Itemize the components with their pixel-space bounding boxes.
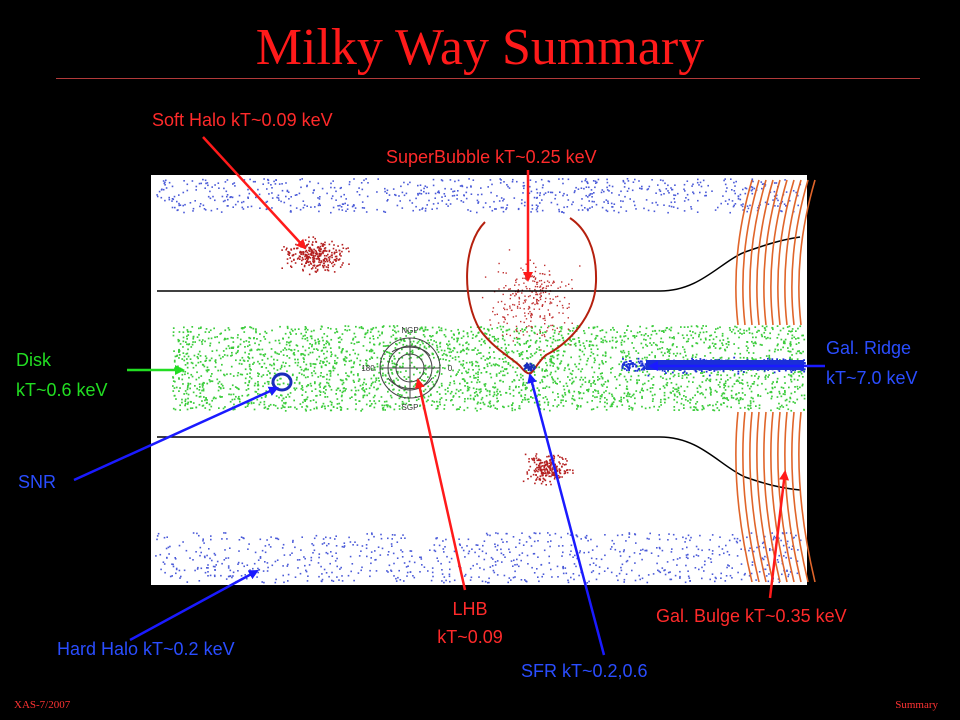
- label-snr: SNR: [18, 472, 57, 492]
- label-disk-2: kT~0.6 keV: [16, 380, 108, 400]
- snr-blob: [271, 372, 293, 392]
- page-title: Milky Way Summary: [255, 19, 705, 76]
- footer-right: Summary: [895, 699, 938, 711]
- label-lhb-1: LHB: [452, 599, 488, 619]
- label-sfr: SFR kT~0.2,0.6: [521, 661, 648, 681]
- inset-ngp: NGP: [401, 326, 418, 335]
- arrow-lhb: [414, 378, 467, 591]
- label-hard-halo: Hard Halo kT~0.2 keV: [57, 639, 235, 659]
- arrow-soft-halo: [202, 136, 307, 250]
- inset-180: 180: [361, 364, 375, 373]
- label-gal-ridge-1: Gal. Ridge: [826, 338, 912, 358]
- label-lhb-2: kT~0.09: [437, 627, 503, 647]
- superbubble-dots: [481, 249, 581, 351]
- arrow-sfr: [527, 373, 606, 656]
- hard-halo-bottom-dots: [155, 532, 802, 584]
- footer-left: XAS-7/2007: [14, 699, 71, 711]
- label-gal-ridge-2: kT~7.0 keV: [826, 368, 918, 388]
- label-disk-1: Disk: [16, 350, 51, 370]
- arrow-snr: [73, 386, 279, 482]
- arrow-gal-bulge: [768, 470, 790, 599]
- superbubble-outline: [466, 217, 598, 375]
- inset-0: 0: [448, 364, 453, 373]
- lower-halo-boundary: [157, 436, 801, 491]
- title-divider: [56, 78, 920, 79]
- sfr-dots: [523, 362, 536, 372]
- soft-halo-lower-dots: [522, 453, 574, 486]
- label-superbubble: SuperBubble kT~0.25 keV: [386, 147, 597, 167]
- bulge-arcs: [735, 179, 816, 583]
- soft-halo-dots: [281, 236, 350, 276]
- inset-sgp: SGP: [402, 403, 419, 412]
- upper-halo-boundary: [157, 236, 801, 292]
- label-soft-halo: Soft Halo kT~0.09 keV: [152, 110, 333, 130]
- lhb-inset: [379, 337, 441, 399]
- hard-halo-top-dots: [156, 178, 802, 214]
- galaxy-diagram-panel: [151, 175, 807, 585]
- label-gal-bulge: Gal. Bulge kT~0.35 keV: [656, 606, 847, 626]
- disk-dots: [172, 325, 806, 412]
- arrow-hard-halo: [129, 569, 259, 642]
